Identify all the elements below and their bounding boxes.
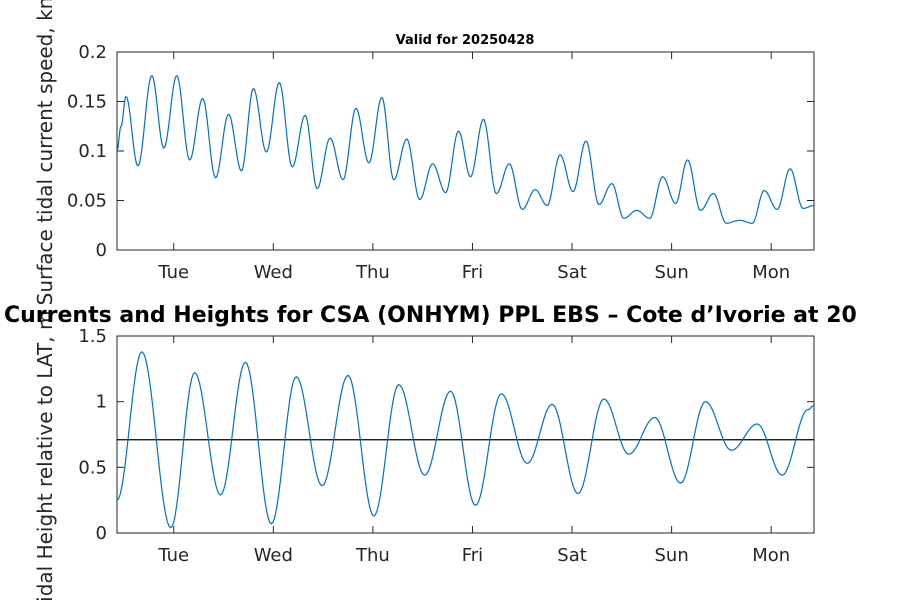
current-speed-series-line (116, 74, 815, 224)
current-speed-axes: 0 0.05 0.1 0.15 0.2 Tue Wed Thu Fri Sat Sun Mon Val… (33, 0, 815, 305)
current-speed-x-tick-label: Sun (654, 262, 688, 283)
current-speed-y-tick-label: 0.1 (78, 141, 107, 162)
current-speed-plot-area (116, 51, 815, 251)
current-speed-y-tick-label: 0 (96, 240, 107, 261)
tidal-height-x-tick-label: Sat (557, 545, 587, 566)
current-speed-ticks: 0 0.05 0.1 0.15 0.2 Tue Wed Thu Fri Sat Sun Mon (67, 42, 814, 283)
tidal-height-y-tick-label: 1.5 (78, 326, 107, 347)
tidal-height-ticks: 0 0.5 1 1.5 Tue Wed Thu Fri Sat Sun Mon (78, 326, 814, 566)
tidal-height-plot-area (116, 335, 815, 534)
tidal-height-y-tick-label: 1 (96, 392, 107, 413)
tidal-height-x-tick-label: Mon (752, 545, 790, 566)
current-speed-x-tick-label: Wed (254, 262, 293, 283)
tidal-height-x-tick-label: Tue (157, 545, 189, 566)
tidal-height-y-tick-label: 0.5 (78, 457, 107, 478)
current-speed-x-tick-label: Sat (557, 262, 587, 283)
tidal-height-axes: 0 0.5 1 1.5 Tue Wed Thu Fri Sat Sun Mon Tidal Heig… (33, 311, 815, 600)
current-speed-y-tick-label: 0.05 (67, 191, 107, 212)
tidal-height-x-tick-label: Sun (654, 545, 688, 566)
tidal-height-x-tick-label: Fri (462, 545, 483, 566)
tidal-height-y-axis-label: Tidal Height relative to LAT, m (33, 311, 57, 600)
current-speed-x-tick-label: Tue (157, 262, 189, 283)
current-speed-x-tick-label: Mon (752, 262, 790, 283)
tidal-height-x-tick-label: Wed (254, 545, 293, 566)
tidal-height-x-tick-label: Thu (355, 545, 390, 566)
tidal-height-series-line (116, 350, 815, 529)
current-speed-y-tick-label: 0.15 (67, 92, 107, 113)
current-speed-title: Valid for 20250428 (396, 33, 535, 48)
tidal-height-y-tick-label: 0 (96, 523, 107, 544)
main-chart-title: Currents and Heights for CSA (ONHYM) PPL… (4, 303, 857, 328)
current-speed-x-tick-label: Fri (462, 262, 483, 283)
current-speed-y-axis-label: Surface tidal current speed, kn (33, 0, 57, 305)
current-speed-y-tick-label: 0.2 (78, 42, 107, 63)
current-speed-x-tick-label: Thu (355, 262, 390, 283)
